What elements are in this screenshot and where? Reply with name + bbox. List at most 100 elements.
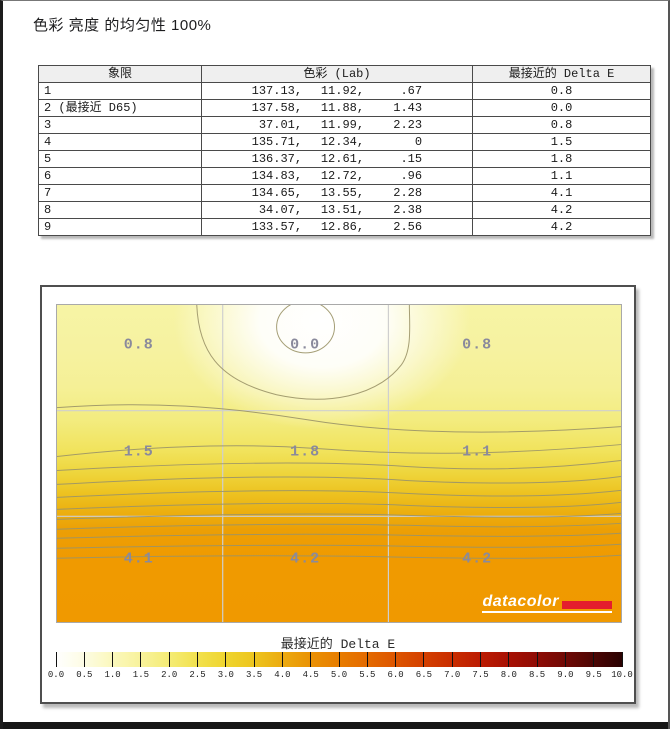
legend-tick-label: 10.0 [611, 670, 633, 680]
legend-tick-label: 9.0 [557, 670, 574, 680]
legend-tick [310, 652, 312, 667]
legend-tick-labels: 0.0 0.5 1.0 1.5 2.0 2.5 3.0 3.5 4.0 4.5 5.0 5.5 6.0 6… [48, 670, 633, 682]
table-header-row: 象限 色彩 (Lab) 最接近的 Delta E [38, 65, 651, 83]
column-header-lab: 色彩 (Lab) [200, 65, 474, 83]
column-header-quadrant: 象限 [38, 65, 202, 83]
window-bottom-edge [3, 722, 668, 729]
uniformity-table: 象限 色彩 (Lab) 最接近的 Delta E 1 137.13, 11.92,.… [38, 65, 651, 236]
cell-lab: 137.58, 11.88, 1.43 [200, 99, 474, 117]
lab-value: 2.23 [393, 118, 423, 132]
legend-tick [536, 652, 538, 667]
lab-value: 134.65, [251, 186, 303, 200]
legend-tick [366, 652, 368, 667]
lab-value: 11.88, [320, 101, 365, 115]
legend-tick [564, 652, 566, 667]
lab-value: 12.61, [320, 152, 365, 166]
heatmap-plot: 0.8 0.0 0.8 1.5 1.8 1.1 4.1 4.2 4.2 datacolor [56, 304, 622, 623]
heatmap-cell-label: 4.1 [123, 550, 154, 568]
cell-lab: 37.01, 11.99, 2.23 [200, 116, 474, 134]
legend-tick-label: 7.5 [472, 670, 489, 680]
legend-tick [225, 652, 227, 667]
legend-tick [480, 652, 481, 667]
legend-tick-label: 3.0 [217, 670, 234, 680]
cell-quadrant: 2 (最接近 D65) [38, 99, 202, 117]
cell-delta-e: 4.2 [472, 201, 651, 219]
legend-tick-label: 2.5 [189, 670, 206, 680]
datacolor-logo-red-bar [562, 601, 612, 609]
lab-value: 137.13, [251, 84, 303, 98]
table-row: 8 34.07, 13.51, 2.38 4.2 [38, 201, 651, 219]
heatmap-cell-label: 0.0 [290, 336, 321, 354]
legend-tick-label: 2.0 [161, 670, 178, 680]
table-row: 2 (最接近 D65) 137.58, 11.88, 1.43 0.0 [38, 99, 651, 117]
cell-delta-e: 0.8 [472, 82, 651, 100]
contour-lines [57, 305, 621, 559]
lab-value: 13.51, [320, 203, 365, 217]
lab-value: 2.28 [393, 186, 423, 200]
legend-tick-label: 6.0 [387, 670, 404, 680]
heatmap-cell-label: 0.8 [462, 336, 493, 354]
legend-tick-label: 5.0 [330, 670, 348, 680]
table-body: 1 137.13, 11.92, .67 0.8 2 (最接近 D65) 137.58, 11… [38, 82, 651, 236]
legend-tick-label: 1.5 [132, 670, 149, 680]
heatmap-panel: 0.8 0.0 0.8 1.5 1.8 1.1 4.1 4.2 4.2 datacolor 最接… [40, 285, 636, 704]
lab-value: 137.58, [251, 101, 303, 115]
contour-overlay [57, 305, 621, 622]
legend-tick [197, 652, 198, 667]
legend-tick [451, 652, 453, 667]
heatmap-cell-label: 1.8 [290, 443, 321, 461]
lab-value: 11.92, [320, 84, 365, 98]
legend-tick-label: 5.5 [359, 670, 376, 680]
table-row: 9 133.57, 12.86, 2.56 4.2 [38, 218, 651, 236]
legend-tick-label: 1.0 [104, 670, 121, 680]
cell-delta-e: 1.1 [472, 167, 651, 185]
cell-lab: 136.37, 12.61, .15 [200, 150, 474, 168]
heatmap-cell-label: 0.8 [123, 336, 154, 354]
heatmap-cell-label: 1.1 [462, 443, 493, 461]
datacolor-logo: datacolor [482, 593, 612, 613]
lab-value: 12.72, [320, 169, 365, 183]
heatmap-cell-label: 4.2 [290, 550, 321, 568]
cell-lab: 134.83, 12.72, .96 [200, 167, 474, 185]
lab-value: 134.83, [251, 169, 303, 183]
cell-delta-e: 4.1 [472, 184, 651, 202]
lab-value: 12.86, [320, 220, 365, 234]
table-row: 3 37.01, 11.99, 2.23 0.8 [38, 116, 651, 134]
legend-tick [423, 652, 425, 667]
lab-value: 11.99, [320, 118, 365, 132]
legend-tick [593, 652, 595, 667]
cell-lab: 133.57, 12.86, 2.56 [200, 218, 474, 236]
lab-value: 1.43 [393, 101, 423, 115]
table-row: 6 134.83, 12.72, .96 1.1 [38, 167, 651, 185]
datacolor-logo-text: datacolor [482, 593, 559, 610]
lab-value: 136.37, [251, 152, 303, 166]
cell-quadrant: 3 [38, 116, 202, 134]
cell-delta-e: 1.5 [472, 133, 651, 151]
cell-delta-e: 4.2 [472, 218, 651, 236]
cell-quadrant: 7 [38, 184, 202, 202]
legend-tick [112, 652, 114, 667]
cell-lab: 137.13, 11.92, .67 [200, 82, 474, 100]
legend-tick-label: 4.0 [274, 670, 291, 680]
legend-color-bar [55, 652, 623, 667]
table-row: 1 137.13, 11.92, .67 0.8 [38, 82, 651, 100]
lab-value: 0 [414, 135, 423, 149]
lab-value: 37.01, [258, 118, 303, 132]
lab-value: 2.56 [393, 220, 423, 234]
lab-value: .67 [400, 84, 423, 98]
legend-tick-label: 7.0 [444, 670, 461, 680]
lab-value: .96 [400, 169, 423, 183]
legend-tick [338, 652, 340, 667]
legend-title: 最接近的 Delta E [280, 637, 396, 652]
cell-quadrant: 1 [38, 82, 202, 100]
lab-value: 135.71, [251, 135, 303, 149]
cell-delta-e: 0.0 [472, 99, 651, 117]
lab-value: 133.57, [251, 220, 303, 234]
legend-tick-label: 8.0 [500, 670, 517, 680]
legend-tick [395, 652, 397, 667]
heatmap-cell-label: 4.2 [462, 550, 493, 568]
legend-tick [253, 652, 255, 667]
legend-tick [621, 652, 623, 667]
column-header-delta-e: 最接近的 Delta E [472, 65, 651, 83]
legend-tick-label: 8.5 [528, 670, 546, 680]
